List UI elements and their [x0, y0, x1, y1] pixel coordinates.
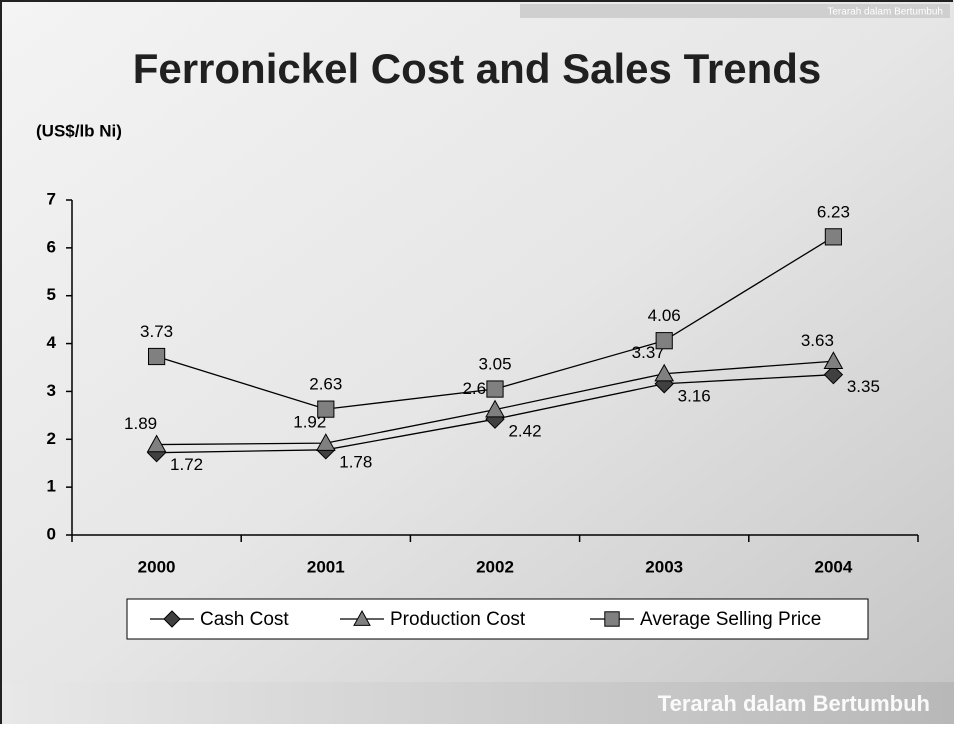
y-axis-label: (US$/lb Ni)	[36, 121, 122, 140]
legend-label: Cash Cost	[200, 609, 289, 630]
x-tick-label: 2003	[645, 557, 683, 576]
data-point	[485, 399, 505, 418]
footer-tagline: Terarah dalam Bertumbuh	[658, 691, 930, 716]
data-point	[654, 363, 675, 382]
data-label: 6.23	[817, 202, 850, 221]
data-label: 4.06	[648, 306, 681, 325]
data-point	[823, 351, 844, 369]
footer-bar	[0, 682, 954, 724]
y-tick-label: 5	[47, 285, 56, 304]
y-tick-label: 6	[47, 237, 56, 256]
data-point	[315, 433, 336, 451]
data-point	[146, 434, 167, 453]
y-tick-label: 7	[47, 189, 56, 208]
header-tagline: Terarah dalam Bertumbuh	[827, 7, 943, 18]
y-tick-label: 0	[47, 524, 56, 543]
legend-marker	[353, 609, 371, 626]
y-tick-label: 4	[47, 333, 57, 352]
data-label: 2.42	[508, 422, 541, 441]
data-label: 1.78	[339, 452, 372, 471]
x-tick-label: 2002	[476, 557, 514, 576]
data-point	[148, 347, 166, 366]
legend-marker	[604, 611, 620, 627]
data-point	[824, 228, 842, 246]
data-point	[823, 364, 844, 385]
y-tick-label: 1	[47, 477, 56, 496]
legend	[126, 598, 869, 640]
data-label: 1.72	[170, 455, 203, 474]
data-point	[655, 332, 673, 350]
x-tick-label: 2001	[307, 557, 345, 576]
data-point	[317, 400, 335, 418]
data-label: 1.89	[124, 414, 157, 433]
legend-label: Average Selling Price	[640, 609, 821, 630]
legend-label: Production Cost	[390, 609, 526, 630]
data-label: 2.63	[309, 375, 342, 394]
chart-title: Ferronickel Cost and Sales Trends	[133, 45, 822, 92]
data-label: 3.35	[847, 377, 880, 396]
legend-marker	[163, 610, 181, 628]
header-bar	[520, 4, 950, 18]
y-tick-label: 2	[47, 429, 56, 448]
data-label: 3.05	[478, 355, 511, 374]
data-label: 3.16	[678, 386, 711, 405]
y-tick-label: 3	[47, 381, 56, 400]
data-label: 3.63	[801, 331, 834, 350]
x-tick-label: 2004	[814, 557, 852, 576]
data-point	[486, 380, 504, 398]
data-label: 3.73	[140, 322, 173, 341]
x-tick-label: 2000	[138, 557, 176, 576]
